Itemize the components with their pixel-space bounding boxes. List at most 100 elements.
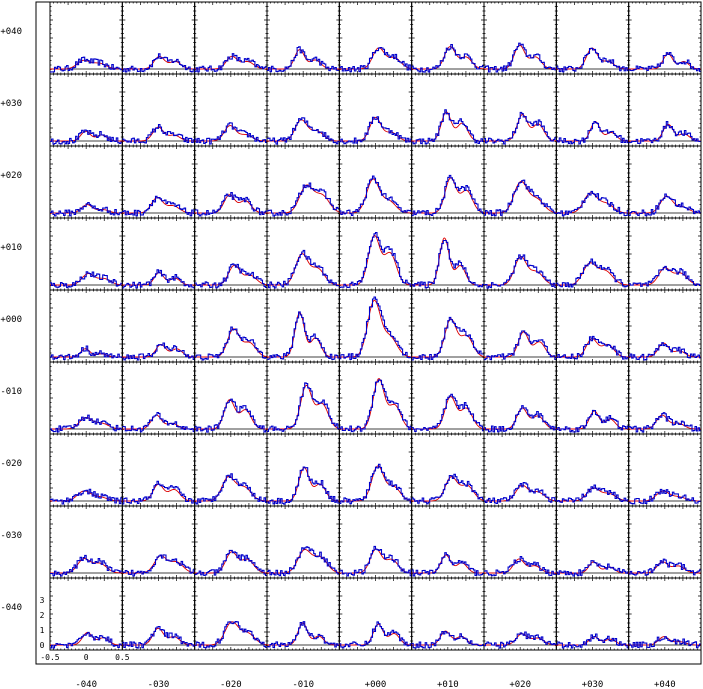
x-offset-label: +000 [365, 680, 387, 689]
panel-ticks [194, 434, 267, 506]
observed-spectrum [122, 342, 195, 361]
observed-spectrum [194, 398, 267, 433]
observed-spectrum [628, 342, 701, 361]
panel--020--020 [194, 433, 268, 507]
panel-+010-+020 [411, 145, 485, 219]
observed-spectrum [556, 633, 629, 649]
panel-y-tick-label: 0 [40, 641, 45, 650]
panel-frame [49, 361, 123, 435]
y-offset-label: +030 [0, 99, 22, 109]
x-offset-label: -010 [292, 680, 314, 689]
panel-frame [121, 1, 196, 75]
observed-spectrum [50, 414, 123, 433]
x-offset-label: +010 [437, 680, 459, 689]
observed-spectrum [122, 554, 195, 577]
panel--040-+040 [49, 1, 123, 75]
observed-spectrum [628, 488, 701, 505]
observed-spectrum [411, 630, 484, 649]
observed-spectrum [122, 269, 195, 289]
panel-ticks [556, 578, 629, 650]
panel--030--030 [121, 505, 196, 579]
observed-spectrum [411, 393, 484, 433]
panel-frame [411, 577, 485, 651]
offset-axis-labels: -040 -030 -020 -010 +000 +010 +020 +030 +040 +040… [0, 27, 675, 689]
observed-spectrum [628, 265, 701, 287]
panel--040-+010 [49, 217, 123, 291]
observed-spectrum [267, 117, 340, 145]
observed-spectrum [628, 193, 701, 217]
panel-ticks [484, 578, 557, 650]
observed-spectrum [194, 473, 267, 505]
observed-spectrum [267, 311, 340, 361]
panel-frame [628, 433, 702, 507]
panel-+020-+020 [483, 145, 557, 219]
y-offset-label: +020 [0, 171, 22, 181]
panel-ticks [122, 2, 195, 74]
panel-+030-+020 [555, 145, 630, 219]
model-spectrum [484, 180, 557, 214]
panel-frame [338, 505, 413, 579]
panel-+010--040 [411, 577, 485, 651]
observed-spectrum [628, 558, 701, 576]
panel-+000-+020 [338, 145, 413, 219]
panel-ticks [411, 146, 484, 218]
panel-ticks [267, 146, 340, 218]
panel-frame [49, 217, 123, 291]
panel-y-tick-label: 3 [40, 596, 45, 605]
panel-+040--040 [628, 577, 702, 651]
panel-frame [266, 577, 340, 651]
model-spectrum [484, 44, 557, 70]
panel-ticks [194, 218, 267, 290]
observed-spectrum [484, 631, 557, 649]
panel-ticks [194, 146, 267, 218]
panel-frame [266, 1, 340, 75]
observed-spectrum [556, 47, 629, 73]
panel-ticks [194, 578, 267, 650]
panel-ticks [339, 506, 412, 578]
panel-+000--040 [338, 577, 413, 651]
panel-+010-+040 [411, 1, 485, 75]
panel-frame [266, 145, 340, 219]
observed-spectrum [122, 123, 195, 144]
panel-frame [194, 433, 268, 507]
panel-+020-+030 [483, 73, 557, 147]
panel-ticks [556, 506, 629, 578]
y-offset-label: -030 [0, 531, 22, 541]
panel-+040--020 [628, 433, 702, 507]
observed-spectrum [50, 554, 123, 577]
panel-+020--040 [483, 577, 557, 651]
model-spectrum [194, 621, 268, 646]
observed-spectrum [339, 296, 412, 360]
panel-ticks [194, 2, 267, 74]
observed-spectrum [267, 546, 340, 577]
panel-+010-+010 [411, 217, 485, 291]
y-offset-label: -020 [0, 459, 22, 469]
panel-frame [555, 577, 630, 651]
panel--040-+030 [49, 73, 123, 147]
x-offset-label: -020 [220, 680, 242, 689]
panel-ticks [556, 74, 629, 146]
panel-ticks [339, 578, 412, 650]
panel-ticks [50, 506, 123, 578]
panel--010-+000 [266, 289, 340, 363]
panel-ticks [411, 74, 484, 146]
panel-+010--030 [411, 505, 485, 579]
panel-frame [121, 73, 196, 147]
panel-+000-+040 [338, 1, 413, 75]
panel-ticks [194, 506, 267, 578]
x-offset-label: -040 [75, 680, 97, 689]
panel-ticks [411, 218, 484, 290]
panel-frame [194, 289, 268, 363]
observed-spectrum [484, 405, 557, 433]
observed-spectrum [484, 481, 557, 504]
panel-ticks [267, 2, 340, 74]
panel-ticks [556, 146, 629, 218]
panel-+040--030 [628, 505, 702, 579]
panel--030--020 [121, 433, 196, 507]
panel--030-+000 [121, 289, 196, 363]
panel--010-+010 [266, 217, 340, 291]
panel-frame [194, 145, 268, 219]
panel-+000-+000 [338, 289, 413, 363]
panel-ticks [339, 74, 412, 146]
x-offset-label: -030 [148, 680, 170, 689]
